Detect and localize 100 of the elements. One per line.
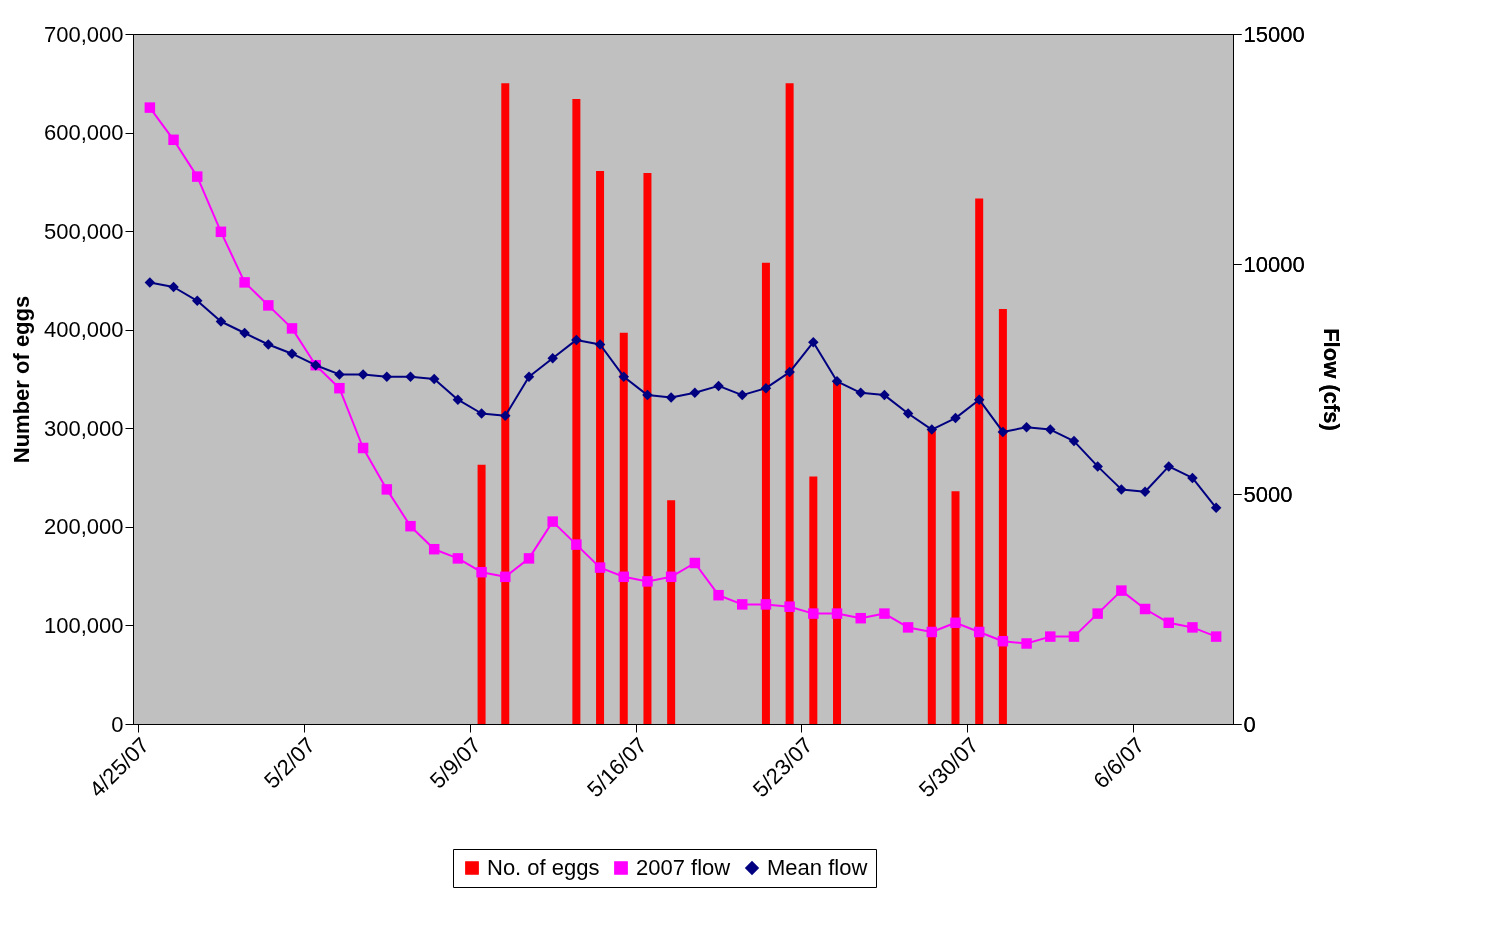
point bbox=[571, 334, 582, 346]
point bbox=[334, 369, 345, 380]
bar bbox=[667, 500, 676, 724]
point bbox=[357, 369, 369, 380]
point bbox=[737, 599, 748, 610]
point bbox=[428, 373, 440, 385]
point bbox=[547, 353, 558, 364]
point bbox=[665, 571, 677, 583]
point bbox=[831, 608, 843, 619]
point bbox=[642, 389, 653, 401]
point bbox=[452, 553, 464, 564]
point bbox=[855, 612, 866, 624]
point bbox=[144, 102, 156, 113]
point bbox=[405, 520, 416, 532]
legend-label: 2007 flow bbox=[636, 855, 731, 880]
point bbox=[168, 134, 179, 146]
bar bbox=[927, 430, 936, 724]
point bbox=[263, 300, 274, 311]
point bbox=[500, 410, 511, 422]
point bbox=[428, 543, 440, 555]
point bbox=[879, 389, 890, 401]
point bbox=[1139, 603, 1151, 615]
y-tick-label: 200,000 bbox=[43, 514, 124, 540]
y-tick-label: 700,000 bbox=[43, 21, 124, 47]
point bbox=[902, 622, 914, 633]
point bbox=[381, 371, 393, 382]
point bbox=[1210, 502, 1222, 514]
point bbox=[1068, 435, 1080, 447]
point bbox=[855, 387, 866, 399]
y-tick-label: 500,000 bbox=[43, 218, 124, 244]
point bbox=[760, 382, 772, 394]
point bbox=[973, 394, 985, 405]
point bbox=[926, 424, 938, 435]
point bbox=[144, 277, 156, 288]
point bbox=[689, 557, 701, 569]
point bbox=[926, 626, 938, 638]
point bbox=[879, 608, 890, 619]
point bbox=[1021, 638, 1032, 649]
point bbox=[997, 426, 1009, 438]
point bbox=[808, 336, 819, 348]
point bbox=[357, 442, 369, 454]
point bbox=[618, 371, 629, 382]
point bbox=[689, 387, 701, 399]
point bbox=[286, 348, 298, 359]
y-tick-label: 100,000 bbox=[43, 612, 124, 638]
bar bbox=[833, 381, 842, 724]
point bbox=[642, 576, 653, 587]
point bbox=[1139, 486, 1151, 497]
point bbox=[713, 589, 724, 601]
point bbox=[452, 394, 464, 405]
point bbox=[594, 339, 606, 350]
point bbox=[192, 171, 203, 182]
point bbox=[997, 635, 1009, 647]
point bbox=[594, 562, 606, 573]
point bbox=[808, 608, 819, 619]
point bbox=[571, 539, 582, 550]
y2-tick-label: 5000 bbox=[1243, 481, 1293, 507]
point bbox=[950, 412, 961, 424]
bar bbox=[619, 332, 628, 724]
point bbox=[215, 316, 227, 327]
point bbox=[286, 323, 298, 334]
bar bbox=[785, 83, 794, 724]
point bbox=[1116, 484, 1127, 495]
bar bbox=[643, 172, 652, 724]
point bbox=[263, 339, 274, 350]
point bbox=[784, 366, 795, 378]
y2-axis-title: Flow (cfs) bbox=[1318, 328, 1344, 431]
point bbox=[381, 484, 393, 495]
point bbox=[1187, 472, 1198, 484]
point bbox=[831, 376, 843, 387]
point bbox=[1068, 631, 1080, 642]
point bbox=[618, 571, 629, 583]
bar bbox=[572, 99, 581, 724]
legend-label: No. of eggs bbox=[487, 855, 600, 880]
point bbox=[1045, 631, 1056, 642]
y-tick-label: 0 bbox=[111, 711, 124, 737]
point bbox=[1187, 622, 1198, 633]
point bbox=[902, 408, 914, 419]
y-tick-label: 600,000 bbox=[43, 120, 124, 146]
y-tick-label: 400,000 bbox=[43, 317, 124, 343]
bar bbox=[477, 464, 486, 724]
y-axis-title: Number of eggs bbox=[8, 295, 34, 464]
point bbox=[334, 382, 345, 394]
bar bbox=[809, 476, 818, 724]
point bbox=[1021, 422, 1032, 433]
point bbox=[168, 281, 179, 293]
bar bbox=[596, 171, 605, 724]
y2-tick-label: 0 bbox=[1243, 711, 1256, 737]
y2-tick-label: 15000 bbox=[1243, 21, 1305, 47]
point bbox=[405, 371, 416, 382]
point bbox=[1116, 585, 1127, 596]
bar bbox=[951, 491, 960, 724]
y2-tick-label: 10000 bbox=[1243, 251, 1305, 277]
point bbox=[239, 277, 250, 288]
point bbox=[1163, 617, 1174, 629]
bar bbox=[501, 83, 510, 724]
point bbox=[737, 389, 748, 401]
y-tick-label: 300,000 bbox=[43, 415, 124, 441]
point bbox=[1045, 424, 1056, 435]
point bbox=[476, 566, 487, 578]
